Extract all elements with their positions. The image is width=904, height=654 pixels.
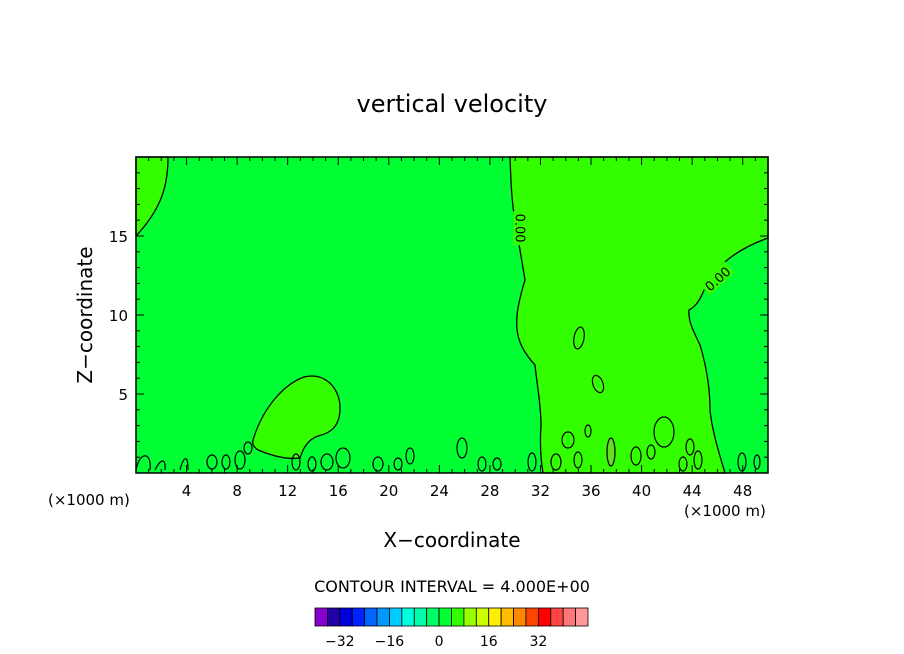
- colorbar-swatch: [488, 607, 502, 627]
- chart-title: vertical velocity: [357, 90, 548, 118]
- colorbar-swatch: [339, 607, 353, 627]
- colorbar-swatch: [426, 607, 440, 627]
- colorbar-swatch: [525, 607, 539, 627]
- contour-label-text: 0.00: [511, 214, 526, 243]
- colorbar-swatch: [562, 607, 576, 627]
- contour-interval-text: CONTOUR INTERVAL = 4.000E+00: [314, 577, 590, 596]
- x-unit-left: (×1000 m): [48, 491, 130, 509]
- plot-area: 0.000.00: [135, 156, 769, 474]
- colorbar-swatch: [351, 607, 366, 627]
- x-tick-label: 4: [182, 482, 192, 500]
- x-tick-label: 44: [683, 482, 702, 500]
- colorbar-swatch: [327, 607, 341, 627]
- x-axis-label: X−coordinate: [383, 528, 520, 552]
- colorbar-swatch: [314, 607, 328, 627]
- colorbar-swatch: [413, 607, 428, 627]
- x-tick-label: 48: [733, 482, 752, 500]
- y-tick-label: 15: [109, 228, 128, 246]
- positive-region-top-left: [135, 156, 169, 238]
- colorbar-swatch: [575, 607, 589, 627]
- colorbar-swatch: [364, 607, 378, 627]
- x-tick-label: 28: [480, 482, 499, 500]
- y-axis: 5 10 15: [109, 172, 768, 458]
- x-tick-label: 36: [581, 482, 600, 500]
- colorbar-swatch: [550, 607, 564, 627]
- contour-label-backdrop: [699, 261, 735, 296]
- positive-region-bump: [252, 375, 341, 460]
- contour-labels: 0.000.00: [511, 211, 735, 296]
- y-tick-label: 5: [118, 386, 128, 404]
- x-tick-label: 24: [430, 482, 449, 500]
- y-tick-label: 10: [109, 307, 128, 325]
- contour-label: 0.00: [511, 211, 529, 246]
- colorbar-label: −32: [325, 634, 355, 650]
- colorbar-swatch: [376, 607, 390, 627]
- colorbar-swatch: [500, 607, 514, 627]
- colorbar-swatch: [537, 607, 552, 627]
- colorbar-label: 32: [529, 634, 547, 650]
- x-tick-label: 12: [278, 482, 297, 500]
- colorbar-swatch: [389, 607, 403, 627]
- colorbar-swatch: [451, 607, 465, 627]
- colorbar-swatch: [438, 607, 452, 627]
- colorbar-label: 0: [435, 634, 444, 650]
- x-tick-label: 8: [232, 482, 242, 500]
- x-tick-label: 16: [329, 482, 348, 500]
- x-tick-label: 20: [379, 482, 398, 500]
- colorbar-swatch: [463, 607, 477, 627]
- contour-label-backdrop: [513, 211, 529, 246]
- colorbar-label: −16: [375, 634, 405, 650]
- colorbar-swatch: [513, 607, 527, 627]
- x-tick-label: 40: [632, 482, 651, 500]
- colorbar-label: 16: [480, 634, 498, 650]
- contour-loops: [135, 326, 761, 472]
- colorbar: −32 −16 0 16 32: [314, 607, 589, 650]
- x-unit-right: (×1000 m): [684, 502, 766, 520]
- x-tick-label: 32: [531, 482, 550, 500]
- y-axis-label: Z−coordinate: [73, 246, 97, 383]
- x-axis: 4 8 12 16 20 24 28 32 36 40 44 48: [148, 157, 756, 500]
- colorbar-swatch: [401, 607, 415, 627]
- colorbar-swatch: [475, 607, 490, 627]
